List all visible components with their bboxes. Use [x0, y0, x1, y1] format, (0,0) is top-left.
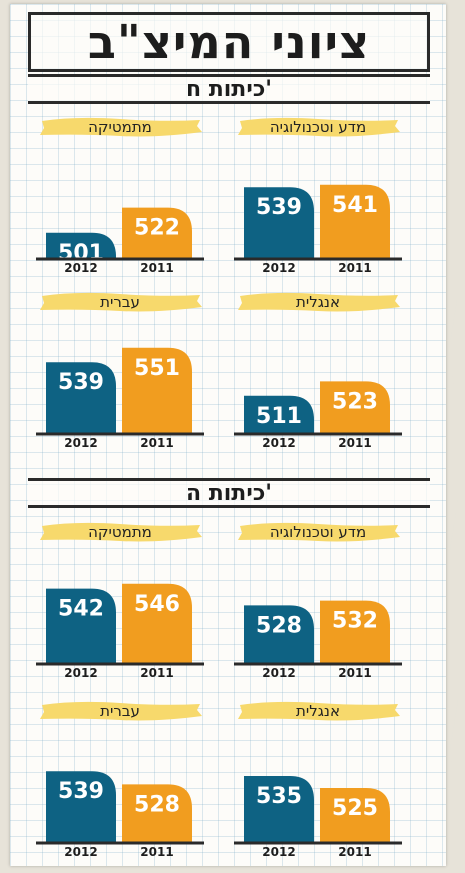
- bar-2011: [320, 184, 390, 258]
- year-tick-label: 2011: [140, 436, 173, 447]
- highlighter-stroke: [238, 522, 400, 542]
- bar-chart: 511 2012 523 2011: [234, 381, 402, 447]
- bar-2011: [122, 583, 192, 663]
- panel-grade5-english: אנגלית 535 2012 525 2011: [230, 696, 406, 856]
- bar-2012: [46, 232, 116, 258]
- bar-2012: [46, 588, 116, 663]
- panel-grade8-hebrew: עברית 539 2012 551 2011: [32, 287, 208, 447]
- bar-chart: 542 2012 546 2011: [36, 583, 204, 677]
- year-tick-label: 2012: [262, 261, 295, 272]
- panel-grade8-english: אנגלית 511 2012 523 2011: [230, 287, 406, 447]
- year-tick-label: 2011: [338, 436, 371, 447]
- subject-label: עברית: [36, 287, 204, 317]
- bar-2011: [320, 788, 390, 842]
- highlighter-stroke: [40, 701, 202, 721]
- panel-grade8-math: מתמטיקה 501 2012 522 2011: [32, 112, 208, 272]
- bar-value-label: 532: [332, 609, 378, 634]
- year-tick-label: 2012: [262, 436, 295, 447]
- bar-value-label: 528: [134, 792, 180, 817]
- bar-value-label: 542: [58, 597, 104, 622]
- highlighter-stroke: [238, 701, 400, 721]
- year-tick-label: 2011: [140, 666, 173, 677]
- bar-value-label: 539: [58, 779, 104, 804]
- subject-label: אנגלית: [234, 287, 402, 317]
- year-tick-label: 2011: [338, 845, 371, 856]
- year-tick-label: 2011: [338, 261, 371, 272]
- bar-2011: [320, 381, 390, 433]
- subject-label: עברית: [36, 696, 204, 726]
- panel-grade5-hebrew: עברית 539 2012 528 2011: [32, 696, 208, 856]
- bar-value-label: 539: [58, 370, 104, 395]
- bar-2011: [320, 600, 390, 663]
- bar-value-label: 523: [332, 389, 378, 414]
- bar-chart: 528 2012 532 2011: [234, 600, 402, 677]
- panel-grade5-math: מתמטיקה 542 2012 546 2011: [32, 517, 208, 677]
- bar-value-label: 525: [332, 796, 378, 821]
- bar-2011: [122, 207, 192, 258]
- bar-chart: 535 2012 525 2011: [234, 776, 402, 856]
- panel-grade5-science: מדע וטכנולוגיה 528 2012 532 2011: [230, 517, 406, 677]
- bar-2012: [244, 395, 314, 433]
- bar-value-label: 535: [256, 784, 302, 809]
- bar-value-label: 511: [256, 404, 302, 429]
- highlighter-stroke: [40, 292, 202, 312]
- section-heading-grade-8: כיתות ח': [28, 74, 430, 104]
- highlighter-stroke: [40, 522, 202, 542]
- highlighter-stroke: [238, 292, 400, 312]
- panel-grade8-science: מדע וטכנולוגיה 539 2012 541 2011: [230, 112, 406, 272]
- year-tick-label: 2011: [140, 261, 173, 272]
- year-tick-label: 2011: [140, 845, 173, 856]
- year-tick-label: 2012: [262, 666, 295, 677]
- subject-label: מתמטיקה: [36, 517, 204, 547]
- bar-chart: 539 2012 551 2011: [36, 347, 204, 447]
- bar-value-label: 546: [134, 592, 180, 617]
- section-heading-grade-5: כיתות ה': [28, 478, 430, 508]
- bar-chart: 539 2012 541 2011: [234, 184, 402, 272]
- year-tick-label: 2012: [262, 845, 295, 856]
- subject-label: מדע וטכנולוגיה: [234, 517, 402, 547]
- page-title: ציוני המיצ"ב: [28, 12, 430, 72]
- notebook-paper: ציוני המיצ"ב כיתות ח' מדע וטכנולוגיה 539…: [10, 4, 446, 866]
- bar-2012: [46, 771, 116, 842]
- subject-label: מדע וטכנולוגיה: [234, 112, 402, 142]
- year-tick-label: 2011: [338, 666, 371, 677]
- bar-value-label: 551: [134, 356, 180, 381]
- bar-2012: [244, 605, 314, 663]
- year-tick-label: 2012: [64, 436, 97, 447]
- torn-edge-right: [449, 0, 465, 873]
- subject-label: אנגלית: [234, 696, 402, 726]
- bar-value-label: 541: [332, 193, 378, 218]
- bar-value-label: 522: [134, 216, 180, 241]
- bar-2011: [122, 784, 192, 842]
- bar-2012: [244, 776, 314, 842]
- year-tick-label: 2012: [64, 666, 97, 677]
- bar-2012: [46, 362, 116, 433]
- year-tick-label: 2012: [64, 845, 97, 856]
- bar-value-label: 528: [256, 613, 302, 638]
- bar-chart: 539 2012 528 2011: [36, 771, 204, 856]
- subject-label: מתמטיקה: [36, 112, 204, 142]
- highlighter-stroke: [40, 117, 202, 137]
- bar-2012: [244, 187, 314, 258]
- year-tick-label: 2012: [64, 261, 97, 272]
- bar-2011: [122, 347, 192, 433]
- bar-value-label: 539: [256, 195, 302, 220]
- highlighter-stroke: [238, 117, 400, 137]
- bar-value-label: 501: [58, 241, 104, 266]
